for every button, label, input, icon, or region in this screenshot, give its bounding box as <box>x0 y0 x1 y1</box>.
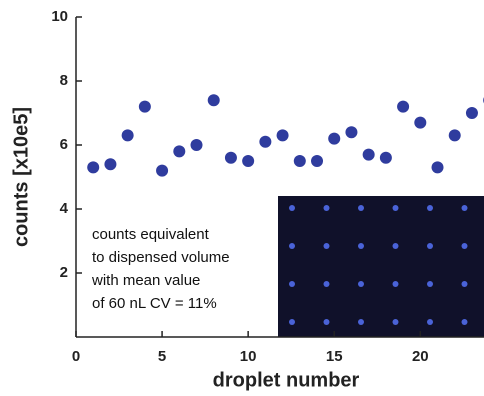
x-axis-title: droplet number <box>213 369 360 391</box>
inset-dot <box>289 243 295 249</box>
point <box>225 152 237 164</box>
inset-dot <box>427 243 433 249</box>
inset-dot <box>324 319 330 325</box>
annotation: counts equivalent <box>92 226 210 243</box>
point <box>432 161 444 173</box>
inset-dot <box>462 243 468 249</box>
x-tick-label: 15 <box>326 348 343 365</box>
y-tick-label: 6 <box>60 136 68 153</box>
inset-dot <box>324 243 330 249</box>
inset-dot <box>462 205 468 211</box>
inset-image <box>278 196 484 337</box>
point <box>87 161 99 173</box>
inset-dot <box>358 319 364 325</box>
point <box>259 136 271 148</box>
inset-dot <box>393 319 399 325</box>
point <box>449 129 461 141</box>
inset-dot <box>289 281 295 287</box>
inset-dot <box>393 205 399 211</box>
point <box>414 117 426 129</box>
inset-dot <box>358 205 364 211</box>
point <box>242 155 254 167</box>
inset-dot <box>427 319 433 325</box>
inset-dot <box>358 281 364 287</box>
inset-dot <box>358 243 364 249</box>
annotation: of 60 nL CV = 11% <box>92 295 217 312</box>
point <box>208 94 220 106</box>
point <box>397 101 409 113</box>
x-tick-label: 0 <box>72 348 80 365</box>
inset-dot <box>393 243 399 249</box>
inset-dot <box>462 281 468 287</box>
point <box>173 145 185 157</box>
annotation: with mean value <box>91 272 200 289</box>
inset-dot <box>289 319 295 325</box>
x-tick-label: 10 <box>240 348 257 365</box>
point <box>122 129 134 141</box>
point <box>191 139 203 151</box>
point <box>363 149 375 161</box>
inset-dot <box>393 281 399 287</box>
point <box>139 101 151 113</box>
point <box>294 155 306 167</box>
point <box>311 155 323 167</box>
point <box>104 158 116 170</box>
inset-dot <box>427 281 433 287</box>
inset-dot <box>427 205 433 211</box>
inset-dot <box>324 205 330 211</box>
point <box>328 133 340 145</box>
point <box>277 129 289 141</box>
inset-dot <box>289 205 295 211</box>
x-tick-label: 5 <box>158 348 166 365</box>
inset-dot <box>324 281 330 287</box>
page: droplet number counts [x10e5] 2 4 6 8 10 0 5 10… <box>0 0 484 396</box>
point <box>345 126 357 138</box>
annotation: to dispensed volume <box>92 249 230 266</box>
y-tick-label: 4 <box>60 200 69 217</box>
y-tick-label: 8 <box>60 72 68 89</box>
y-axis-title: counts [x10e5] <box>10 107 32 247</box>
y-tick-label: 2 <box>60 264 68 281</box>
point <box>466 107 478 119</box>
point <box>156 165 168 177</box>
inset-dot <box>462 319 468 325</box>
chart: droplet number counts [x10e5] 2 4 6 8 10 0 5 10… <box>0 0 484 396</box>
point <box>380 152 392 164</box>
x-tick-label: 20 <box>412 348 429 365</box>
y-tick-label: 10 <box>51 8 68 25</box>
